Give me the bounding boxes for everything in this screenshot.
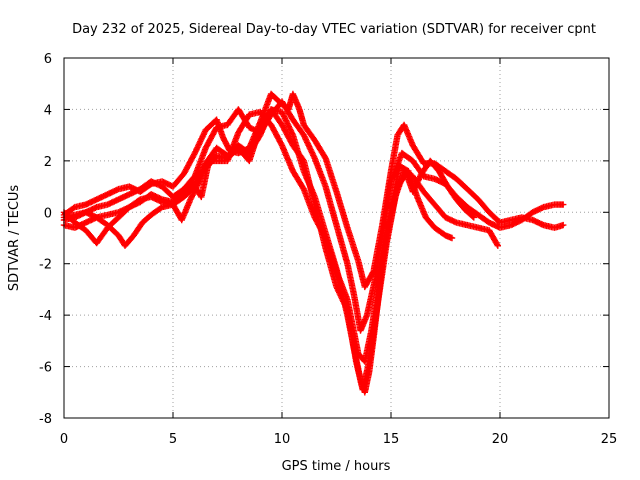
x-tick-label: 20: [492, 432, 509, 447]
data-point: [448, 234, 456, 242]
y-tick-label: 4: [44, 103, 52, 118]
grid-lines: [64, 58, 609, 418]
y-tick-label: 2: [44, 155, 52, 170]
x-tick-label: 5: [169, 432, 177, 447]
data-point: [470, 214, 477, 221]
data-points: [60, 90, 567, 396]
y-tick-label: -8: [39, 412, 52, 427]
data-point: [451, 218, 459, 226]
y-axis-label: SDTVAR / TECUs: [7, 185, 22, 292]
data-point: [494, 242, 501, 249]
x-tick-label: 10: [274, 432, 291, 447]
y-tick-label: -4: [39, 309, 52, 324]
y-tick-label: -2: [39, 258, 52, 273]
chart-title: Day 232 of 2025, Sidereal Day-to-day VTE…: [72, 22, 596, 37]
x-axis-label: GPS time / hours: [282, 459, 391, 474]
data-point: [469, 213, 476, 220]
y-tick-label: 6: [44, 52, 52, 67]
x-tick-label: 25: [601, 432, 618, 447]
x-tick-label: 0: [60, 432, 68, 447]
plot-frame: [63, 57, 610, 419]
x-tick-label: 15: [383, 432, 400, 447]
data-point: [197, 136, 205, 144]
series-trace-2: [60, 98, 567, 334]
data-point: [560, 221, 567, 229]
y-tick-label: 0: [44, 206, 52, 221]
y-tick-label: -6: [39, 361, 52, 376]
series-trace-5: [60, 108, 477, 365]
data-point: [560, 201, 567, 208]
